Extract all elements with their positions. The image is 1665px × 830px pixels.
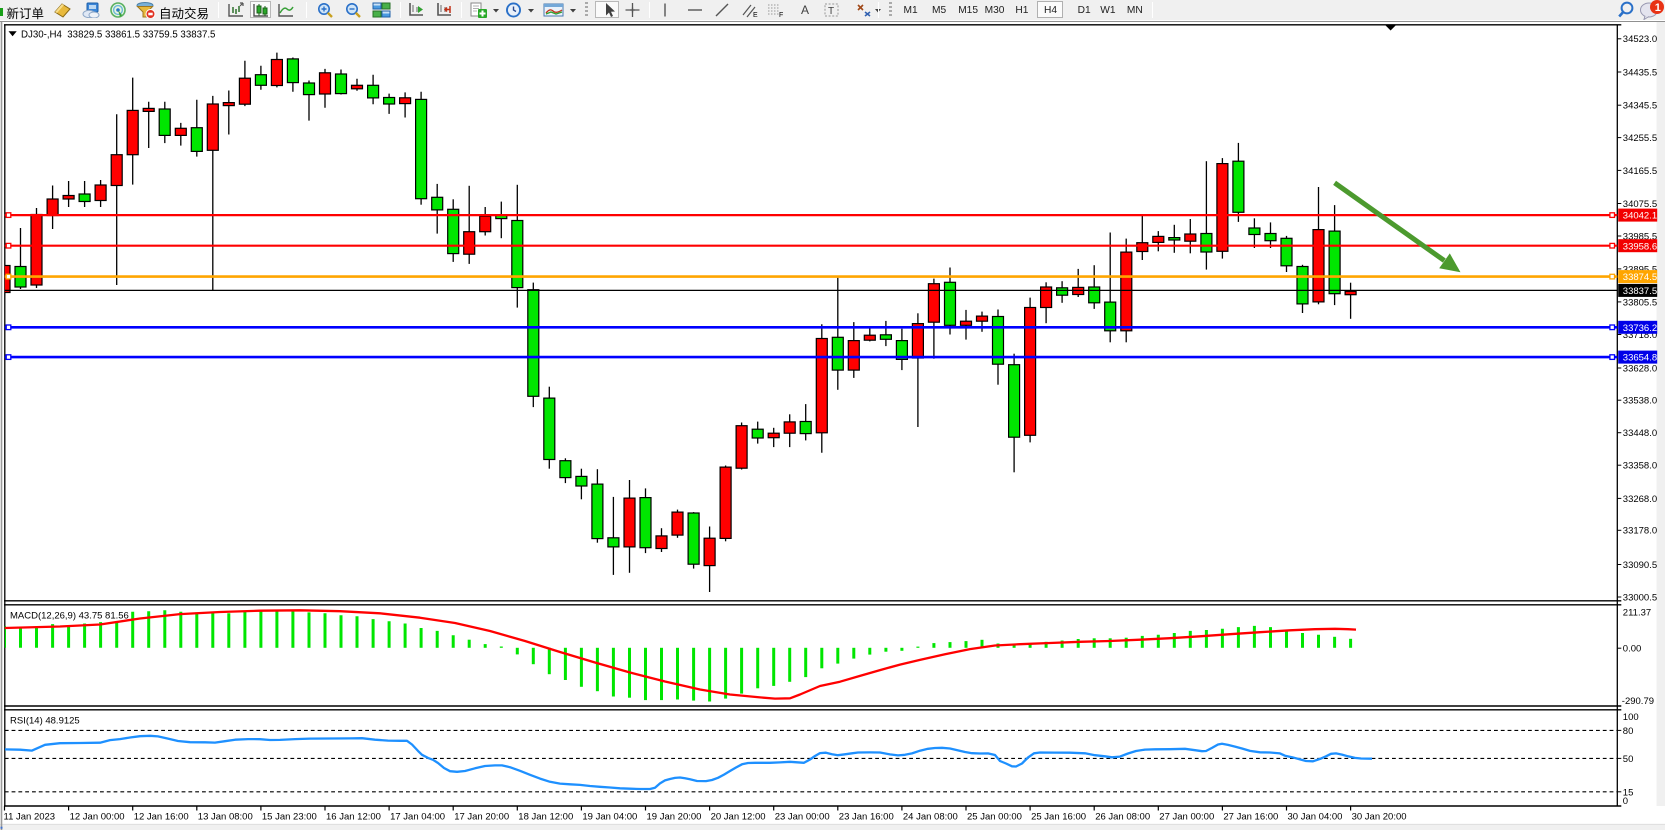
svg-text:12 Jan 16:00: 12 Jan 16:00: [134, 812, 189, 823]
svg-text:33090.5: 33090.5: [1623, 560, 1657, 571]
svg-text:33874.5: 33874.5: [1623, 272, 1657, 283]
svg-text:RSI(14) 48.9125: RSI(14) 48.9125: [10, 715, 80, 726]
svg-text:MACD(12,26,9) 43.75 81.56: MACD(12,26,9) 43.75 81.56: [10, 610, 129, 621]
svg-text:27 Jan 16:00: 27 Jan 16:00: [1223, 812, 1278, 823]
svg-text:33448.0: 33448.0: [1623, 428, 1657, 439]
svg-text:33985.5: 33985.5: [1623, 231, 1657, 242]
svg-text:15 Jan 23:00: 15 Jan 23:00: [262, 812, 317, 823]
svg-text:23 Jan 00:00: 23 Jan 00:00: [775, 812, 830, 823]
svg-text:100: 100: [1623, 712, 1639, 723]
svg-text:50: 50: [1623, 754, 1634, 765]
svg-text:33538.0: 33538.0: [1623, 396, 1657, 407]
svg-text:25 Jan 16:00: 25 Jan 16:00: [1031, 812, 1086, 823]
svg-text:0: 0: [1623, 796, 1628, 807]
svg-text:34042.1: 34042.1: [1623, 211, 1657, 222]
svg-text:1: 1: [1655, 2, 1661, 14]
svg-text:33895.5: 33895.5: [1623, 264, 1657, 275]
svg-text:33178.0: 33178.0: [1623, 526, 1657, 537]
svg-text:33958.6: 33958.6: [1623, 241, 1657, 252]
svg-text:33268.0: 33268.0: [1623, 494, 1657, 505]
svg-text:30 Jan 20:00: 30 Jan 20:00: [1352, 812, 1407, 823]
svg-text:17 Jan 20:00: 17 Jan 20:00: [454, 812, 509, 823]
svg-text:T: T: [828, 6, 834, 17]
svg-text:24 Jan 08:00: 24 Jan 08:00: [903, 812, 958, 823]
svg-text:13 Jan 08:00: 13 Jan 08:00: [198, 812, 253, 823]
svg-text:23 Jan 16:00: 23 Jan 16:00: [839, 812, 894, 823]
svg-text:27 Jan 00:00: 27 Jan 00:00: [1159, 812, 1214, 823]
svg-text:33718.0: 33718.0: [1623, 330, 1657, 341]
svg-text:34345.5: 34345.5: [1623, 101, 1657, 112]
svg-text:0.00: 0.00: [1623, 644, 1642, 655]
svg-text:33736.2: 33736.2: [1623, 323, 1657, 334]
svg-text:15: 15: [1623, 788, 1634, 799]
svg-text:33000.5: 33000.5: [1623, 592, 1657, 603]
svg-text:12 Jan 00:00: 12 Jan 00:00: [70, 812, 125, 823]
svg-text:33805.5: 33805.5: [1623, 297, 1657, 308]
svg-text:33358.0: 33358.0: [1623, 461, 1657, 472]
svg-text:DJ30-,H4 33829.5 33861.5 3375: DJ30-,H4 33829.5 33861.5 33759.5 33837.5: [21, 30, 215, 41]
svg-text:F: F: [779, 12, 783, 18]
svg-text:17 Jan 04:00: 17 Jan 04:00: [390, 812, 445, 823]
svg-text:34435.5: 34435.5: [1623, 67, 1657, 78]
svg-text:18 Jan 12:00: 18 Jan 12:00: [518, 812, 573, 823]
svg-text:19 Jan 04:00: 19 Jan 04:00: [582, 812, 637, 823]
svg-text:20 Jan 12:00: 20 Jan 12:00: [711, 812, 766, 823]
svg-text:80: 80: [1623, 726, 1634, 737]
svg-text:19 Jan 20:00: 19 Jan 20:00: [647, 812, 702, 823]
svg-text:34523.0: 34523.0: [1623, 34, 1657, 45]
svg-text:33837.5: 33837.5: [1623, 286, 1657, 297]
svg-text:34075.5: 34075.5: [1623, 199, 1657, 210]
svg-text:-290.79: -290.79: [1622, 696, 1654, 707]
svg-text:34165.5: 34165.5: [1623, 166, 1657, 177]
svg-text:11 Jan 2023: 11 Jan 2023: [4, 812, 56, 823]
svg-text:33628.0: 33628.0: [1623, 363, 1657, 374]
svg-text:E: E: [753, 12, 758, 18]
svg-text:211.37: 211.37: [1623, 608, 1651, 619]
svg-text:34255.5: 34255.5: [1623, 133, 1657, 144]
svg-text:16 Jan 12:00: 16 Jan 12:00: [326, 812, 381, 823]
svg-text:33654.8: 33654.8: [1623, 353, 1657, 364]
svg-text:26 Jan 08:00: 26 Jan 08:00: [1095, 812, 1150, 823]
svg-text:25 Jan 00:00: 25 Jan 00:00: [967, 812, 1022, 823]
svg-text:30 Jan 04:00: 30 Jan 04:00: [1288, 812, 1343, 823]
